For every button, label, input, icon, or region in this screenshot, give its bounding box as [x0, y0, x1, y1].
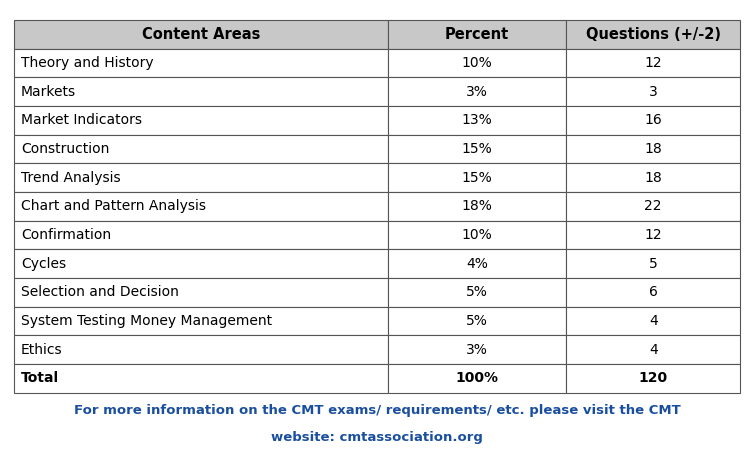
Bar [566, 307, 740, 336]
Bar [14, 192, 388, 221]
Text: Trend Analysis: Trend Analysis [21, 171, 121, 185]
Bar [566, 77, 740, 106]
Text: System Testing Money Management: System Testing Money Management [21, 314, 272, 328]
Bar [388, 77, 566, 106]
Bar [388, 278, 566, 307]
Text: 4: 4 [649, 314, 657, 328]
Text: 12: 12 [645, 56, 662, 70]
Text: Construction: Construction [21, 142, 109, 156]
Bar [566, 106, 740, 135]
Bar [14, 307, 388, 336]
Bar [14, 336, 388, 364]
Bar [14, 364, 388, 393]
Bar [14, 20, 388, 49]
Bar [566, 20, 740, 49]
Text: 15%: 15% [461, 171, 492, 185]
Bar [388, 20, 566, 49]
Text: Ethics: Ethics [21, 343, 63, 357]
Bar [566, 135, 740, 163]
Bar [566, 364, 740, 393]
Bar [388, 307, 566, 336]
Text: 4: 4 [649, 343, 657, 357]
Text: 10%: 10% [461, 56, 492, 70]
Text: 3%: 3% [466, 343, 488, 357]
Bar [566, 192, 740, 221]
Bar [566, 163, 740, 192]
Text: Total: Total [21, 371, 60, 386]
Text: 6: 6 [648, 285, 657, 299]
Bar [14, 163, 388, 192]
Text: Questions (+/-2): Questions (+/-2) [586, 27, 721, 42]
Bar [388, 192, 566, 221]
Bar [566, 249, 740, 278]
Bar [14, 135, 388, 163]
Text: Markets: Markets [21, 85, 76, 99]
Text: Selection and Decision: Selection and Decision [21, 285, 179, 299]
Bar [566, 49, 740, 77]
Bar [388, 364, 566, 393]
Text: 5%: 5% [466, 285, 488, 299]
Bar [566, 278, 740, 307]
Bar [14, 77, 388, 106]
Text: 3: 3 [649, 85, 657, 99]
Text: 18: 18 [645, 142, 662, 156]
Bar [14, 249, 388, 278]
Text: Market Indicators: Market Indicators [21, 113, 142, 128]
Text: 15%: 15% [461, 142, 492, 156]
Bar [14, 221, 388, 249]
Text: 4%: 4% [466, 257, 488, 271]
Bar [566, 221, 740, 249]
Text: 120: 120 [639, 371, 668, 386]
Text: 18: 18 [645, 171, 662, 185]
Bar [388, 221, 566, 249]
Text: 16: 16 [645, 113, 662, 128]
Text: Percent: Percent [445, 27, 509, 42]
Bar [388, 336, 566, 364]
Text: 100%: 100% [455, 371, 498, 386]
Bar [388, 135, 566, 163]
Text: 13%: 13% [461, 113, 492, 128]
Bar [388, 49, 566, 77]
Text: 5%: 5% [466, 314, 488, 328]
Text: website: cmtassociation.org: website: cmtassociation.org [271, 431, 483, 445]
Text: For more information on the CMT exams/ requirements/ etc. please visit the CMT: For more information on the CMT exams/ r… [74, 404, 680, 417]
Text: 3%: 3% [466, 85, 488, 99]
Text: 5: 5 [649, 257, 657, 271]
Text: Theory and History: Theory and History [21, 56, 154, 70]
Text: 18%: 18% [461, 199, 492, 213]
Text: 22: 22 [645, 199, 662, 213]
Text: 10%: 10% [461, 228, 492, 242]
Text: Chart and Pattern Analysis: Chart and Pattern Analysis [21, 199, 206, 213]
Bar [388, 249, 566, 278]
Text: Content Areas: Content Areas [142, 27, 260, 42]
Bar [388, 163, 566, 192]
Bar [14, 278, 388, 307]
Text: Confirmation: Confirmation [21, 228, 112, 242]
Bar [14, 106, 388, 135]
Text: Cycles: Cycles [21, 257, 66, 271]
Bar [566, 336, 740, 364]
Bar [14, 49, 388, 77]
Text: 12: 12 [645, 228, 662, 242]
Bar [388, 106, 566, 135]
